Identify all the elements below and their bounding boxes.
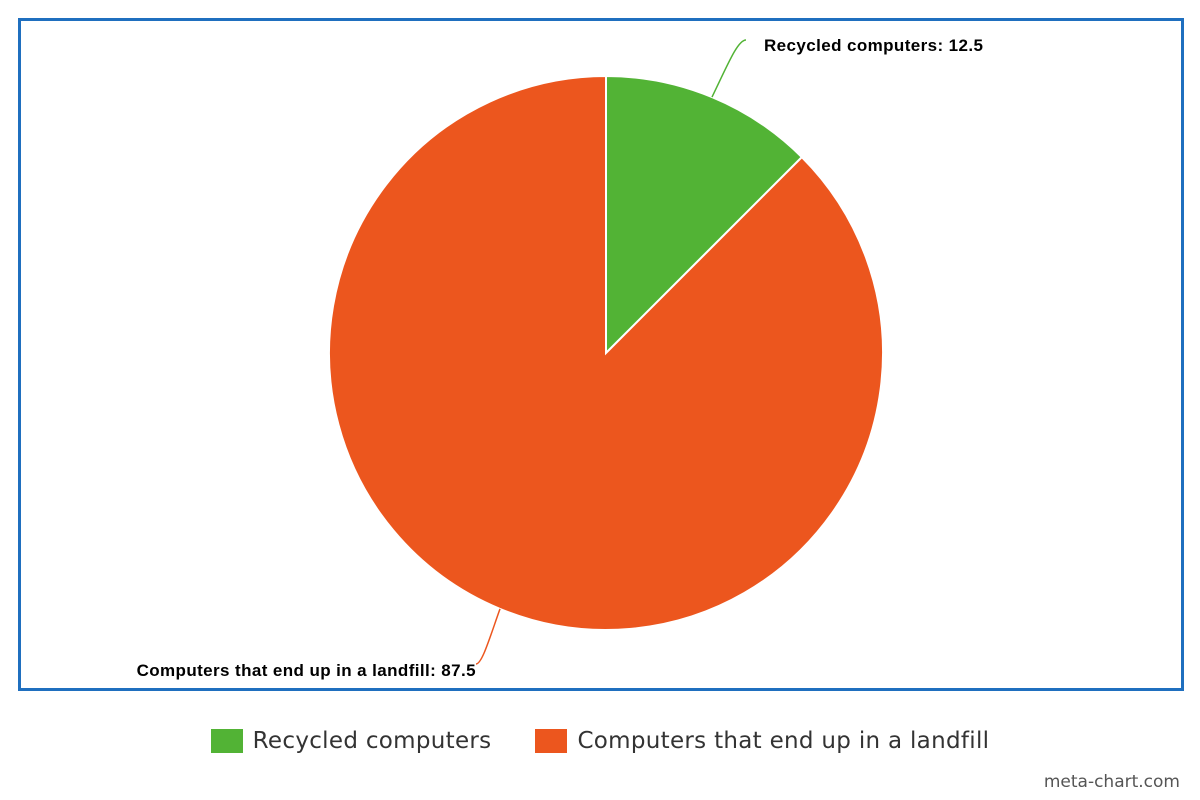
legend-label-recycled: Recycled computers <box>252 728 492 754</box>
legend-swatch-landfill <box>535 729 568 753</box>
pie-slices <box>328 74 884 631</box>
legend-item-landfill[interactable]: Computers that end up in a landfill <box>535 728 989 754</box>
data-label-1: Computers that end up in a landfill: 87.… <box>137 661 476 680</box>
legend-label-landfill: Computers that end up in a landfill <box>577 728 990 754</box>
leader-line-1 <box>475 608 501 665</box>
pie-slice-1[interactable] <box>328 74 884 631</box>
legend: Recycled computers Computers that end up… <box>0 724 1200 758</box>
label-leaders <box>475 39 747 665</box>
leader-line-0 <box>711 39 747 98</box>
credit-text[interactable]: meta-chart.com <box>1043 772 1180 792</box>
data-labels: Recycled computers: 12.5 Computers that e… <box>137 36 983 680</box>
data-label-0: Recycled computers: 12.5 <box>764 36 983 55</box>
legend-swatch-recycled <box>210 729 243 753</box>
legend-item-recycled[interactable]: Recycled computers <box>210 728 492 754</box>
